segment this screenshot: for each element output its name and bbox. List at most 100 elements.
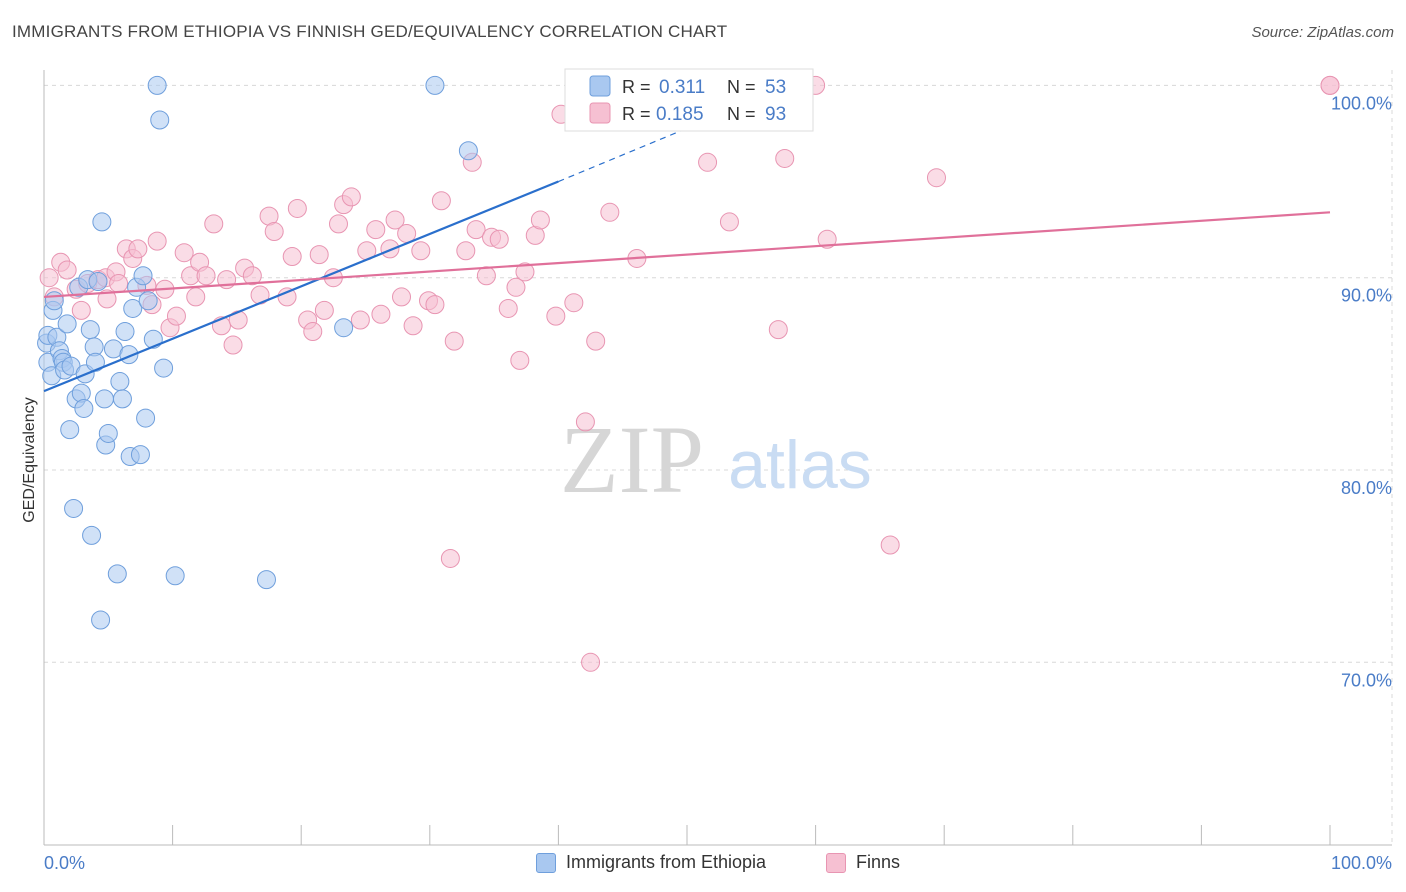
- finns-point: [223, 335, 243, 355]
- finns-point: [498, 298, 518, 318]
- finns-point: [768, 320, 788, 340]
- finns-point: [371, 304, 391, 324]
- finns-point: [880, 535, 900, 555]
- y-tick-label: 100.0%: [1331, 93, 1392, 113]
- finns-point: [303, 322, 323, 342]
- finns-point: [128, 239, 148, 259]
- finns-point: [147, 231, 167, 251]
- legend-r-label-finns: R =: [622, 104, 651, 124]
- finns-point: [282, 247, 302, 267]
- finns-point: [380, 239, 400, 259]
- grid-layer: [44, 70, 1393, 845]
- ethiopia-point: [256, 570, 276, 590]
- ethiopia-point: [154, 358, 174, 378]
- ethiopia-point: [115, 322, 135, 342]
- watermark-atlas: atlas: [728, 427, 872, 503]
- ethiopia-point: [147, 75, 167, 95]
- finns-point: [186, 287, 206, 307]
- ethiopia-point: [150, 110, 170, 130]
- watermark: ZIP atlas: [560, 406, 872, 513]
- legend-swatch-finns: [826, 852, 846, 873]
- finns-point: [264, 222, 284, 242]
- finns-point: [926, 168, 946, 188]
- ethiopia-trend-extension: [558, 111, 726, 183]
- finns-point: [287, 198, 307, 218]
- finns-point: [817, 229, 837, 249]
- finns-point: [586, 331, 606, 351]
- legend-label-finns: Finns: [856, 852, 901, 872]
- y-tick-label: 70.0%: [1341, 670, 1392, 690]
- ethiopia-point: [334, 318, 354, 338]
- finns-point: [466, 220, 486, 240]
- ethiopia-point: [92, 212, 112, 232]
- finns-point: [506, 277, 526, 297]
- finns-point: [341, 187, 361, 207]
- finns-point: [425, 295, 445, 315]
- legend-r-value-ethiopia: 0.311: [659, 77, 705, 98]
- finns-point: [476, 266, 496, 286]
- legend-item-finns[interactable]: Finns: [826, 852, 900, 873]
- finns-point: [57, 260, 77, 280]
- finns-point: [314, 300, 334, 320]
- finns-point: [510, 350, 530, 370]
- points-layer: [37, 75, 1340, 672]
- ethiopia-point: [123, 298, 143, 318]
- legend-n-value-ethiopia: 53: [765, 77, 786, 98]
- finns-point: [71, 300, 91, 320]
- finns-point: [575, 412, 595, 432]
- ethiopia-point: [165, 566, 185, 586]
- finns-point: [564, 293, 584, 313]
- ethiopia-point: [57, 314, 77, 334]
- finns-point: [698, 152, 718, 172]
- finns-point: [546, 306, 566, 326]
- legend-swatch-ethiopia: [589, 75, 611, 97]
- finns-point: [174, 243, 194, 263]
- finns-point: [600, 202, 620, 222]
- legend-item-ethiopia[interactable]: Immigrants from Ethiopia: [536, 852, 766, 873]
- ethiopia-point: [44, 291, 64, 311]
- finns-point: [440, 548, 460, 568]
- finns-point: [775, 148, 795, 168]
- finns-point: [444, 331, 464, 351]
- finns-point: [196, 266, 216, 286]
- finns-point: [97, 289, 117, 309]
- finns-point: [166, 306, 186, 326]
- finns-point: [515, 262, 535, 282]
- finns-point: [581, 652, 601, 672]
- ethiopia-point: [60, 420, 80, 440]
- finns-point: [392, 287, 412, 307]
- finns-point: [719, 212, 739, 232]
- ethiopia-trend-line: [43, 180, 559, 393]
- ethiopia-point: [74, 398, 94, 418]
- finns-point: [328, 214, 348, 234]
- finns-point: [109, 273, 129, 293]
- ethiopia-point: [136, 408, 156, 428]
- legend-label-ethiopia: Immigrants from Ethiopia: [566, 852, 767, 872]
- x-tick-label: 0.0%: [44, 853, 85, 873]
- finns-point: [403, 316, 423, 336]
- ethiopia-point: [458, 141, 478, 161]
- trend-layer: [43, 111, 1331, 393]
- finns-point: [530, 210, 550, 230]
- ethiopia-point: [425, 75, 445, 95]
- ethiopia-point: [94, 389, 114, 409]
- legend-swatch-finns: [589, 102, 611, 124]
- ethiopia-point: [82, 525, 102, 545]
- legend-r-value-finns: 0.185: [656, 104, 704, 125]
- ethiopia-point: [112, 389, 132, 409]
- x-tick-label: 100.0%: [1331, 853, 1392, 873]
- axes-layer: 70.0% 80.0% 90.0% 100.0% 0.0% 100.0%: [43, 70, 1392, 873]
- finns-point: [366, 220, 386, 240]
- legend-n-value-finns: 93: [765, 104, 786, 125]
- finns-point: [456, 241, 476, 261]
- ethiopia-point: [133, 266, 153, 286]
- legend-n-label-finns: N =: [727, 104, 756, 124]
- finns-point: [385, 210, 405, 230]
- ethiopia-point: [88, 272, 108, 292]
- legend-swatch-ethiopia: [536, 852, 556, 873]
- finns-point: [39, 268, 59, 288]
- ethiopia-point: [98, 423, 118, 443]
- chart-title: IMMIGRANTS FROM ETHIOPIA VS FINNISH GED/…: [12, 22, 728, 41]
- legend-n-label-ethiopia: N =: [727, 77, 756, 97]
